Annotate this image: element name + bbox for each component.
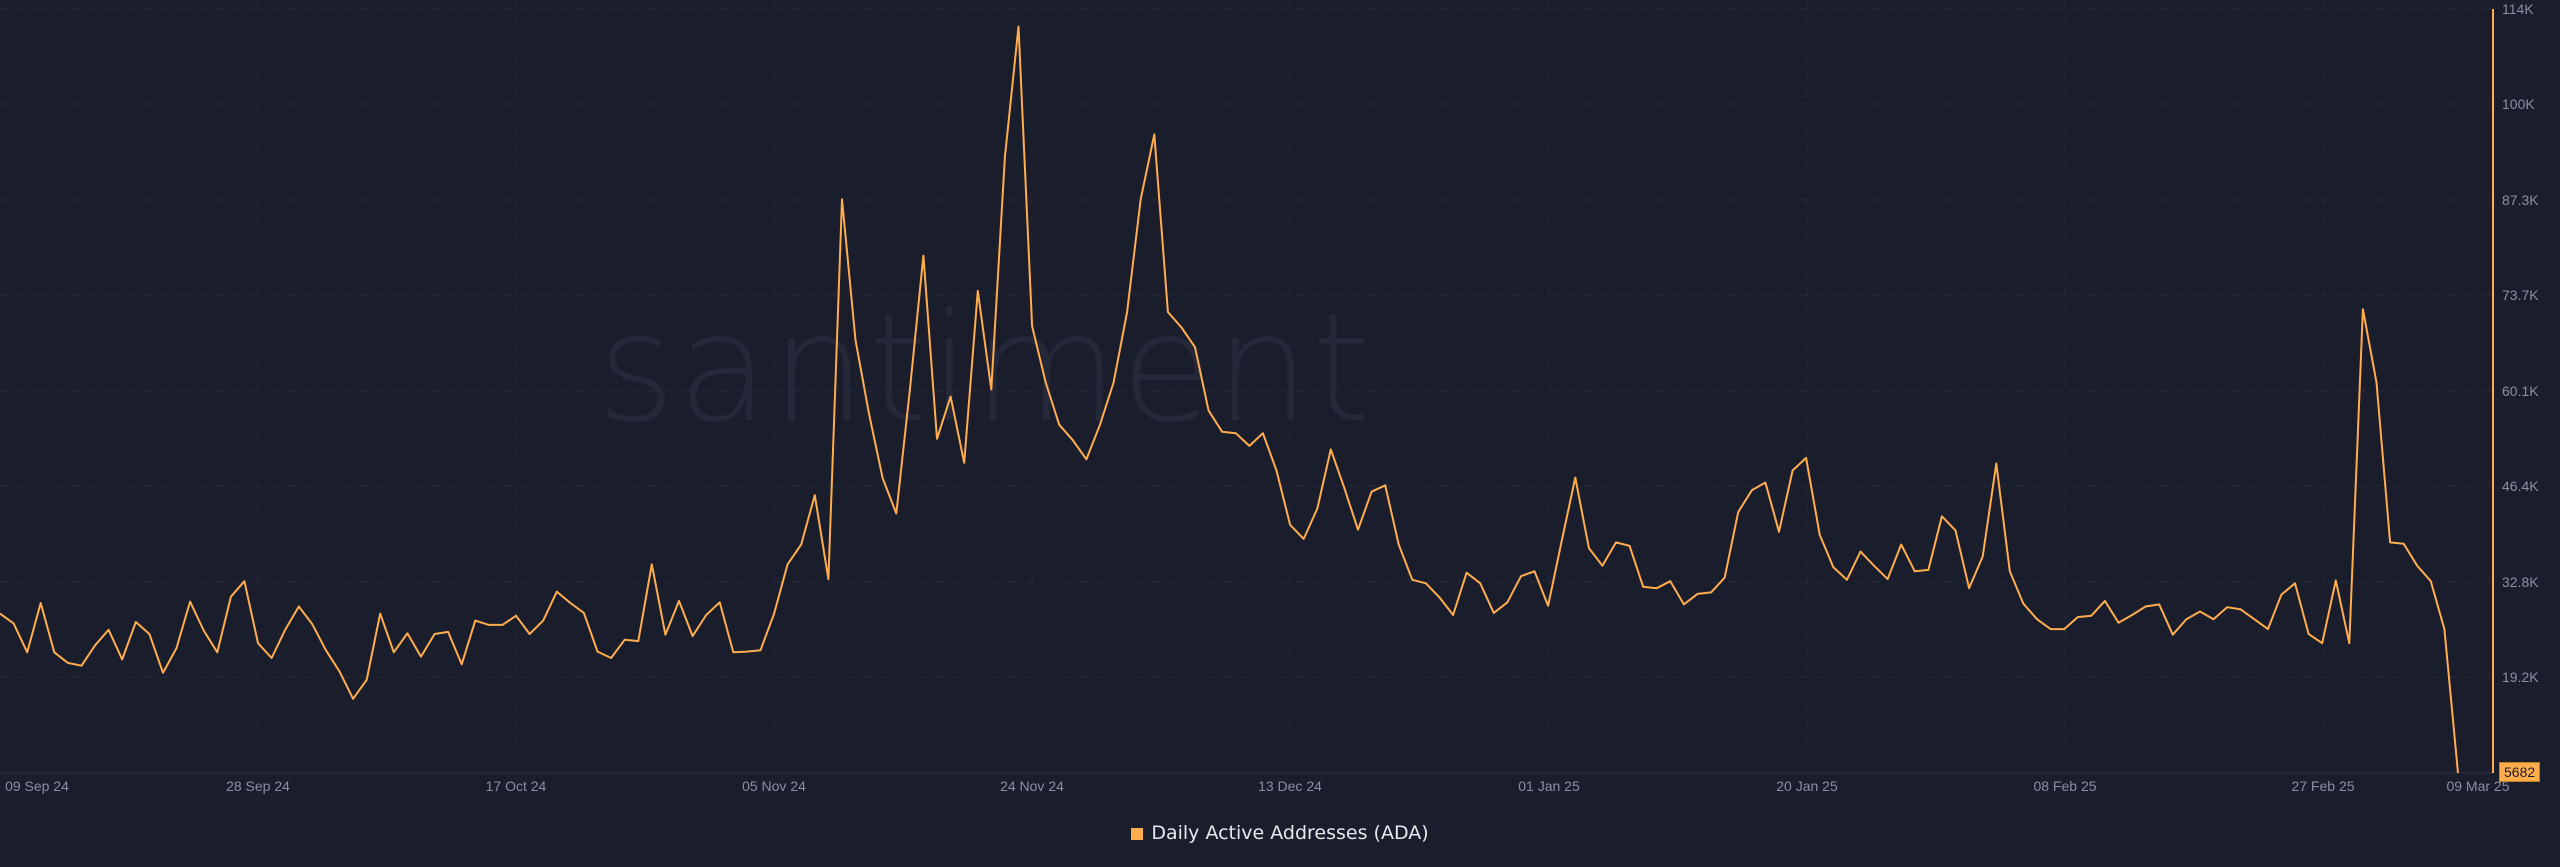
series-line-daily-active-addresses — [0, 25, 2459, 774]
x-tick-label: 09 Sep 24 — [5, 778, 69, 794]
x-tick-label: 24 Nov 24 — [1000, 778, 1064, 794]
x-axis-ticks: 09 Sep 24 28 Sep 24 17 Oct 24 05 Nov 24 24 N… — [5, 778, 2510, 794]
legend-label: Daily Active Addresses (ADA) — [1151, 822, 1429, 844]
watermark: santiment — [597, 282, 1373, 456]
x-tick-label: 28 Sep 24 — [226, 778, 290, 794]
legend[interactable]: Daily Active Addresses (ADA) — [0, 822, 2560, 844]
y-tick-label: 60.1K — [2502, 383, 2539, 399]
x-tick-label: 01 Jan 25 — [1518, 778, 1580, 794]
y-axis-ticks: 114K 100K 87.3K 73.7K 60.1K 46.4K 32.8K 19.2K — [2502, 1, 2539, 685]
x-tick-label: 05 Nov 24 — [742, 778, 806, 794]
y-tick-label: 87.3K — [2502, 192, 2539, 208]
y-tick-label: 46.4K — [2502, 478, 2539, 494]
y-tick-label: 100K — [2502, 96, 2535, 112]
x-tick-label: 20 Jan 25 — [1776, 778, 1838, 794]
x-tick-label: 13 Dec 24 — [1258, 778, 1322, 794]
grid-lines — [0, 0, 2493, 773]
x-tick-label: 08 Feb 25 — [2033, 778, 2096, 794]
x-tick-label: 09 Mar 25 — [2446, 778, 2509, 794]
y-tick-label: 32.8K — [2502, 574, 2539, 590]
y-tick-label: 73.7K — [2502, 287, 2539, 303]
legend-swatch-icon — [1131, 828, 1144, 840]
y-tick-label: 19.2K — [2502, 669, 2539, 685]
y-tick-label: 114K — [2502, 1, 2534, 17]
x-tick-label: 17 Oct 24 — [486, 778, 547, 794]
last-value-badge: 5682 — [2499, 762, 2541, 782]
x-tick-label: 27 Feb 25 — [2291, 778, 2354, 794]
